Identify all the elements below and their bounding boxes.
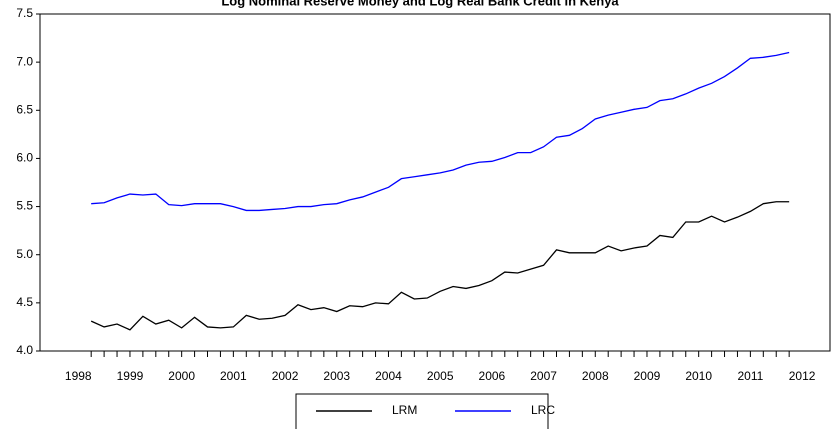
x-tick-label: 2011 — [737, 369, 763, 383]
x-tick-label: 2002 — [272, 369, 299, 383]
series-line — [90, 201, 790, 331]
legend-label: LRM — [392, 403, 417, 417]
x-tick-label: 1999 — [117, 369, 144, 383]
series-line — [91, 51, 790, 212]
x-tick-label: 2006 — [479, 369, 506, 383]
y-tick-label: 6.5 — [16, 102, 33, 116]
x-tick-label: 1998 — [65, 369, 92, 383]
y-tick-label: 5.0 — [16, 247, 33, 261]
y-tick-label: 7.0 — [16, 54, 33, 68]
plot-frame — [39, 13, 831, 352]
y-tick-label: 4.0 — [16, 343, 33, 357]
x-tick-label: 2010 — [685, 369, 712, 383]
x-tick-label: 2009 — [634, 369, 661, 383]
chart-title: Log Nominal Reserve Money and Log Real B… — [221, 0, 619, 8]
x-tick-label: 2000 — [168, 369, 195, 383]
y-tick-label: 7.5 — [16, 6, 33, 20]
x-tick-label: 2007 — [530, 369, 557, 383]
y-tick-label: 4.5 — [16, 295, 33, 309]
x-tick-label: 2008 — [582, 369, 609, 383]
x-tick-label: 2001 — [220, 369, 247, 383]
x-tick-label: 2012 — [789, 369, 816, 383]
x-tick-label: 2005 — [427, 369, 454, 383]
x-tick-label: 2003 — [323, 369, 350, 383]
x-tick-label: 2004 — [375, 369, 402, 383]
legend-label: LRC — [531, 403, 555, 417]
y-tick-label: 5.5 — [16, 199, 33, 213]
y-tick-label: 6.0 — [16, 151, 33, 165]
